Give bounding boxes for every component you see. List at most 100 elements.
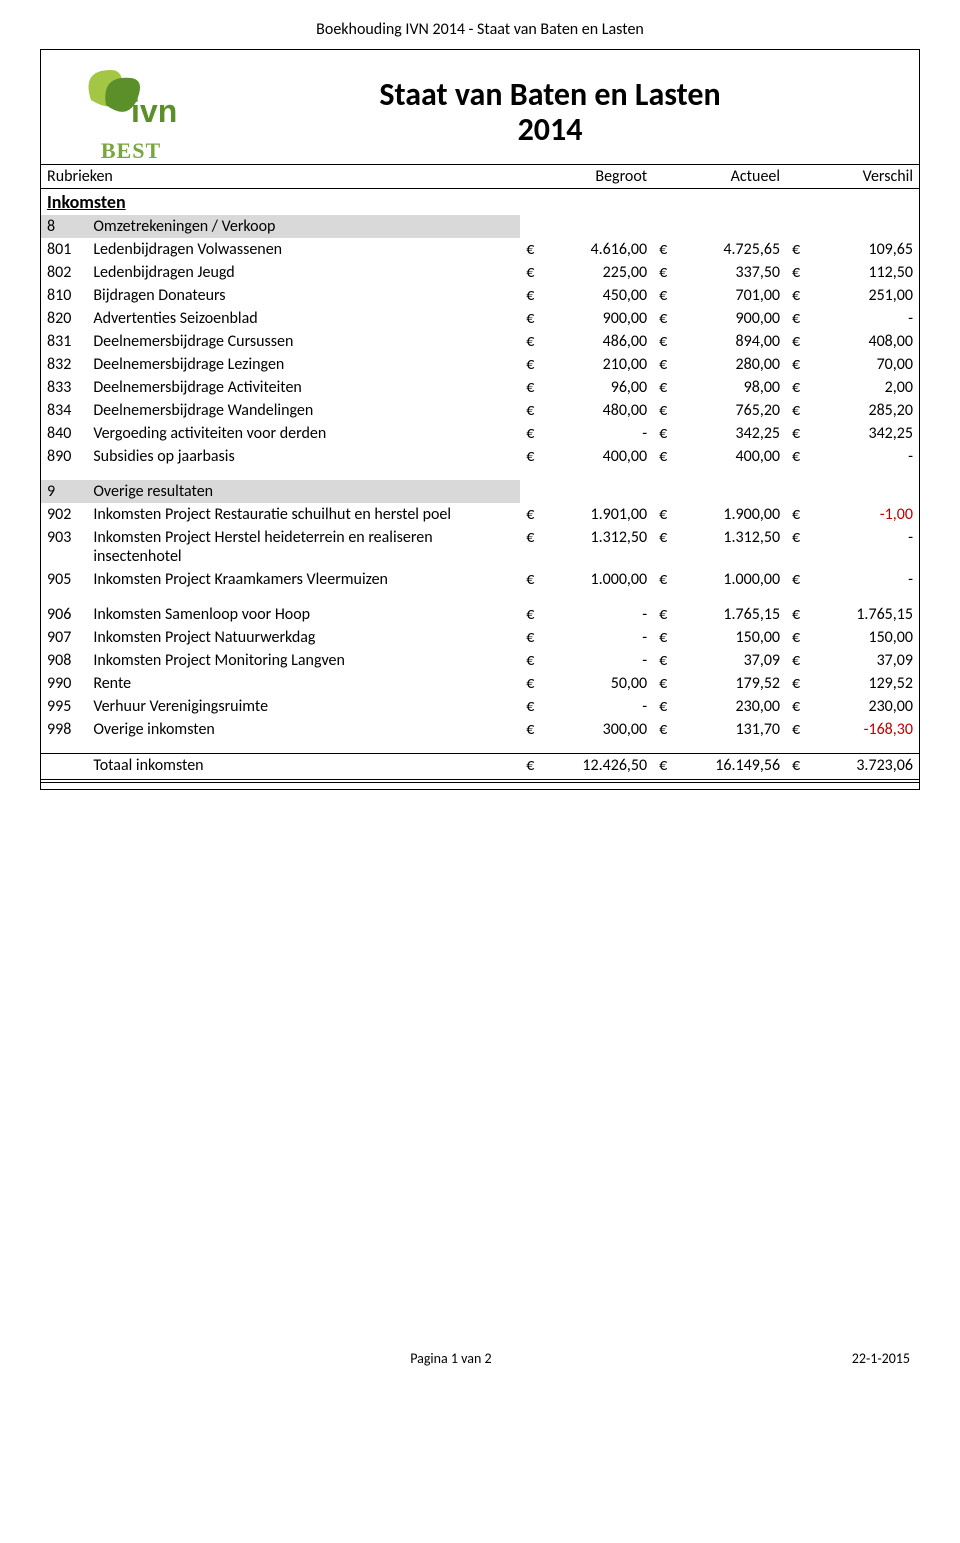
currency-symbol: €: [653, 503, 681, 526]
section-inkomsten: Inkomsten: [41, 189, 919, 216]
page-footer: Pagina 1 van 2 22-1-2015: [40, 1350, 920, 1367]
row-label: Inkomsten Project Herstel heideterrein e…: [87, 526, 520, 568]
currency-symbol: €: [786, 422, 814, 445]
footer-right: 22-1-2015: [852, 1350, 910, 1367]
table-row: 801Ledenbijdragen Volwassenen€4.616,00€4…: [41, 238, 919, 261]
row-actueel: 400,00: [681, 445, 786, 468]
row-actueel: 1.765,15: [681, 603, 786, 626]
row-begroot: 480,00: [548, 399, 653, 422]
row-code: 890: [41, 445, 87, 468]
row-code: 995: [41, 695, 87, 718]
currency-symbol: €: [520, 284, 548, 307]
currency-symbol: €: [653, 568, 681, 591]
table-row: 810Bijdragen Donateurs€450,00€701,00€251…: [41, 284, 919, 307]
row-actueel: 230,00: [681, 695, 786, 718]
row-code: 990: [41, 672, 87, 695]
row-verschil: -1,00: [814, 503, 919, 526]
currency-symbol: €: [520, 672, 548, 695]
row-label: Ledenbijdragen Jeugd: [87, 261, 520, 284]
ivn-logo-icon: ivn: [71, 60, 191, 140]
row-code: 833: [41, 376, 87, 399]
row-label: Deelnemersbijdrage Wandelingen: [87, 399, 520, 422]
currency-symbol: €: [786, 330, 814, 353]
col-rubrieken: Rubrieken: [41, 165, 520, 189]
group-9-header: 9 Overige resultaten: [41, 480, 919, 503]
currency-symbol: €: [520, 399, 548, 422]
row-begroot: 225,00: [548, 261, 653, 284]
row-label: Ledenbijdragen Volwassenen: [87, 238, 520, 261]
row-begroot: 900,00: [548, 307, 653, 330]
currency-symbol: €: [653, 603, 681, 626]
row-code: 905: [41, 568, 87, 591]
row-label: Advertenties Seizoenblad: [87, 307, 520, 330]
currency-symbol: €: [786, 754, 814, 782]
row-label: Deelnemersbijdrage Activiteiten: [87, 376, 520, 399]
row-label: Inkomsten Project Kraamkamers Vleermuize…: [87, 568, 520, 591]
currency-symbol: €: [786, 649, 814, 672]
row-label: Subsidies op jaarbasis: [87, 445, 520, 468]
table-row: 890Subsidies op jaarbasis€400,00€400,00€…: [41, 445, 919, 468]
currency-symbol: €: [786, 526, 814, 568]
table-row: 831Deelnemersbijdrage Cursussen€486,00€8…: [41, 330, 919, 353]
currency-symbol: €: [786, 672, 814, 695]
column-header-row: Rubrieken Begroot Actueel Verschil: [41, 165, 919, 189]
group-9a-rows: 902Inkomsten Project Restauratie schuilh…: [41, 503, 919, 591]
currency-symbol: €: [786, 626, 814, 649]
row-actueel: 342,25: [681, 422, 786, 445]
table-row: 820Advertenties Seizoenblad€900,00€900,0…: [41, 307, 919, 330]
row-begroot: 210,00: [548, 353, 653, 376]
row-code: 902: [41, 503, 87, 526]
row-verschil: -: [814, 568, 919, 591]
row-label: Deelnemersbijdrage Lezingen: [87, 353, 520, 376]
row-verschil: -168,30: [814, 718, 919, 741]
row-verschil: -: [814, 445, 919, 468]
row-code: 832: [41, 353, 87, 376]
table-row: 990Rente€50,00€179,52€129,52: [41, 672, 919, 695]
currency-symbol: €: [653, 672, 681, 695]
currency-symbol: €: [520, 353, 548, 376]
row-verschil: -: [814, 307, 919, 330]
total-actueel: 16.149,56: [681, 754, 786, 782]
currency-symbol: €: [653, 695, 681, 718]
row-verschil: 342,25: [814, 422, 919, 445]
row-code: 998: [41, 718, 87, 741]
currency-symbol: €: [653, 445, 681, 468]
currency-symbol: €: [520, 307, 548, 330]
report-frame: ivn BEST Staat van Baten en Lasten 2014 …: [40, 49, 920, 790]
currency-symbol: €: [653, 422, 681, 445]
currency-symbol: €: [520, 422, 548, 445]
currency-symbol: €: [520, 261, 548, 284]
row-verschil: -: [814, 526, 919, 568]
title-line-1: Staat van Baten en Lasten: [201, 77, 899, 112]
table-row: 840Vergoeding activiteiten voor derden€-…: [41, 422, 919, 445]
group-code: 8: [41, 215, 87, 238]
row-code: 834: [41, 399, 87, 422]
row-actueel: 1.000,00: [681, 568, 786, 591]
currency-symbol: €: [653, 649, 681, 672]
currency-symbol: €: [653, 718, 681, 741]
currency-symbol: €: [786, 695, 814, 718]
row-begroot: 486,00: [548, 330, 653, 353]
table-row: 903Inkomsten Project Herstel heideterrei…: [41, 526, 919, 568]
row-label: Overige inkomsten: [87, 718, 520, 741]
currency-symbol: €: [653, 526, 681, 568]
group-8-header: 8 Omzetrekeningen / Verkoop: [41, 215, 919, 238]
currency-symbol: €: [520, 649, 548, 672]
title-block: ivn BEST Staat van Baten en Lasten 2014: [41, 50, 919, 164]
currency-symbol: €: [520, 526, 548, 568]
section-title-text: Inkomsten: [41, 189, 919, 216]
row-code: 907: [41, 626, 87, 649]
footer-center: Pagina 1 van 2: [410, 1350, 491, 1367]
table-row: 995Verhuur Verenigingsruimte€-€230,00€23…: [41, 695, 919, 718]
currency-symbol: €: [520, 718, 548, 741]
row-actueel: 337,50: [681, 261, 786, 284]
currency-symbol: €: [520, 626, 548, 649]
document-page: Boekhouding IVN 2014 - Staat van Baten e…: [20, 0, 940, 1407]
table-row: 906Inkomsten Samenloop voor Hoop€-€1.765…: [41, 603, 919, 626]
currency-symbol: €: [786, 284, 814, 307]
row-actueel: 37,09: [681, 649, 786, 672]
row-actueel: 4.725,65: [681, 238, 786, 261]
currency-symbol: €: [653, 626, 681, 649]
row-verschil: 230,00: [814, 695, 919, 718]
table-row: 834Deelnemersbijdrage Wandelingen€480,00…: [41, 399, 919, 422]
